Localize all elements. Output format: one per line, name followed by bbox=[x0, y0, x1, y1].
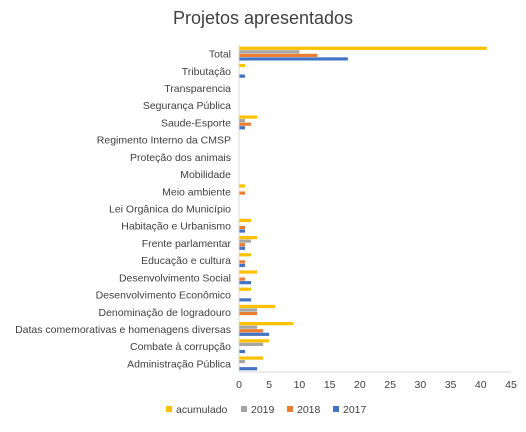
category-labels: Total Tributação Transparencia Segurança Pú… bbox=[15, 49, 231, 371]
x-tick-label: 5 bbox=[266, 379, 272, 391]
category-label: Meio ambiente bbox=[162, 186, 231, 198]
bar bbox=[239, 287, 252, 291]
legend-swatch bbox=[333, 406, 339, 412]
bar bbox=[239, 243, 246, 247]
x-tick-label: 45 bbox=[505, 379, 517, 391]
category-label: Combate à corrupção bbox=[130, 341, 231, 353]
legend-label: 2018 bbox=[297, 404, 321, 416]
legend-swatch bbox=[287, 406, 293, 412]
category-label: Total bbox=[209, 49, 231, 61]
bar bbox=[239, 349, 246, 354]
bar bbox=[239, 50, 300, 54]
legend-swatch bbox=[241, 406, 247, 412]
category-label: Tributação bbox=[182, 66, 231, 78]
bar bbox=[239, 63, 246, 68]
bar bbox=[239, 235, 258, 240]
category-label: Transparencia bbox=[164, 83, 231, 95]
bar bbox=[239, 122, 252, 126]
legend-label: 2017 bbox=[343, 404, 367, 416]
bar bbox=[239, 229, 246, 233]
bar bbox=[239, 191, 246, 195]
x-tick-label: 10 bbox=[294, 379, 306, 391]
bar bbox=[239, 115, 258, 119]
category-label: Frente parlamentar bbox=[142, 238, 232, 250]
bar bbox=[239, 277, 246, 281]
category-label: Mobilidade bbox=[180, 169, 231, 181]
bar bbox=[239, 339, 270, 343]
bar bbox=[239, 239, 252, 243]
category-label: Proteção dos animais bbox=[130, 152, 231, 164]
x-tick-label: 40 bbox=[475, 379, 487, 391]
category-label: Regimento Interno da CMSP bbox=[97, 135, 231, 147]
bar bbox=[239, 304, 276, 309]
category-label: Administração Pública bbox=[127, 358, 231, 370]
bar bbox=[239, 342, 264, 347]
legend-label: 2019 bbox=[251, 404, 275, 416]
category-label: Datas comemorativas e homenagens diversa… bbox=[15, 324, 231, 336]
bar bbox=[239, 184, 246, 188]
bar bbox=[239, 263, 246, 268]
bar bbox=[239, 325, 258, 329]
category-label: Denominação de logradouro bbox=[98, 307, 231, 319]
category-label: Desenvolvimento Social bbox=[119, 272, 231, 284]
bar bbox=[239, 119, 246, 123]
bar bbox=[239, 246, 246, 250]
bars-group bbox=[239, 46, 487, 371]
bar bbox=[239, 332, 270, 336]
bar bbox=[239, 311, 258, 316]
x-tick-label: 25 bbox=[384, 379, 396, 391]
bar bbox=[239, 329, 264, 333]
bar bbox=[239, 322, 294, 326]
category-label: Educação e cultura bbox=[141, 255, 231, 267]
bar bbox=[239, 298, 252, 302]
bar bbox=[239, 260, 246, 264]
bar bbox=[239, 74, 246, 78]
category-label: Desenvolvimento Econômico bbox=[96, 290, 232, 302]
bar bbox=[239, 356, 264, 360]
bar bbox=[239, 126, 246, 130]
x-tick-label: 30 bbox=[414, 379, 426, 391]
x-tick-label: 0 bbox=[236, 379, 242, 391]
bar bbox=[239, 46, 487, 50]
x-tick-label: 35 bbox=[445, 379, 457, 391]
category-label: Habitação e Urbanismo bbox=[121, 221, 231, 233]
bar bbox=[239, 360, 246, 364]
bar bbox=[239, 218, 252, 222]
bar bbox=[239, 57, 348, 61]
legend-label: acumulado bbox=[176, 404, 228, 416]
bar bbox=[239, 253, 252, 257]
bar bbox=[239, 53, 318, 57]
legend-swatch bbox=[166, 406, 172, 412]
category-label: Lei Orgânica do Município bbox=[109, 204, 231, 216]
chart-title: Projetos apresentados bbox=[172, 8, 354, 28]
bar bbox=[239, 281, 252, 285]
category-label: Segurança Pública bbox=[143, 100, 231, 112]
bar bbox=[239, 225, 246, 230]
bar bbox=[239, 270, 258, 274]
category-label: Saude-Esporte bbox=[161, 117, 231, 129]
bar bbox=[239, 308, 258, 312]
legend: acumulado 2019 2018 2017 bbox=[166, 404, 367, 416]
x-tick-labels: 0 5 10 15 20 25 30 35 40 45 bbox=[236, 379, 517, 391]
bar bbox=[239, 367, 258, 371]
x-tick-label: 20 bbox=[354, 379, 366, 391]
x-tick-label: 15 bbox=[324, 379, 336, 391]
